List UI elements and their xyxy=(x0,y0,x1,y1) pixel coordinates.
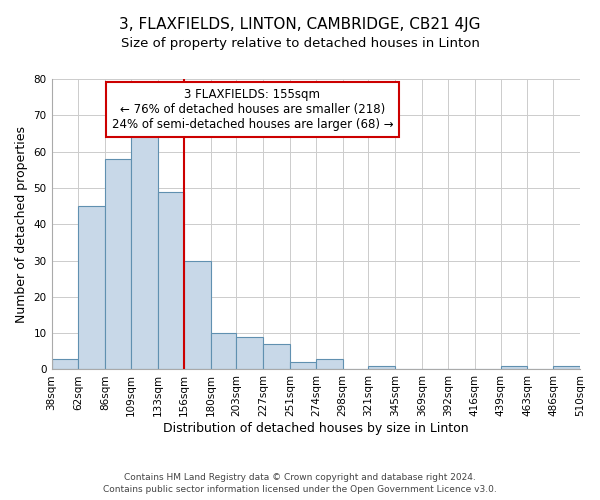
Text: 3 FLAXFIELDS: 155sqm
← 76% of detached houses are smaller (218)
24% of semi-deta: 3 FLAXFIELDS: 155sqm ← 76% of detached h… xyxy=(112,88,393,130)
Text: Size of property relative to detached houses in Linton: Size of property relative to detached ho… xyxy=(121,38,479,51)
Bar xyxy=(52,358,79,370)
Bar xyxy=(263,344,290,370)
Bar xyxy=(211,333,236,370)
Bar xyxy=(158,192,184,370)
Bar xyxy=(105,159,131,370)
Bar xyxy=(184,260,211,370)
Bar xyxy=(79,206,105,370)
Y-axis label: Number of detached properties: Number of detached properties xyxy=(15,126,28,322)
Bar xyxy=(368,366,395,370)
Text: Contains public sector information licensed under the Open Government Licence v3: Contains public sector information licen… xyxy=(103,485,497,494)
Text: 3, FLAXFIELDS, LINTON, CAMBRIDGE, CB21 4JG: 3, FLAXFIELDS, LINTON, CAMBRIDGE, CB21 4… xyxy=(119,18,481,32)
Bar xyxy=(131,130,158,370)
Bar xyxy=(290,362,316,370)
Bar xyxy=(553,366,580,370)
X-axis label: Distribution of detached houses by size in Linton: Distribution of detached houses by size … xyxy=(163,422,469,435)
Bar xyxy=(500,366,527,370)
Text: Contains HM Land Registry data © Crown copyright and database right 2024.: Contains HM Land Registry data © Crown c… xyxy=(124,472,476,482)
Bar xyxy=(236,337,263,370)
Bar xyxy=(316,358,343,370)
